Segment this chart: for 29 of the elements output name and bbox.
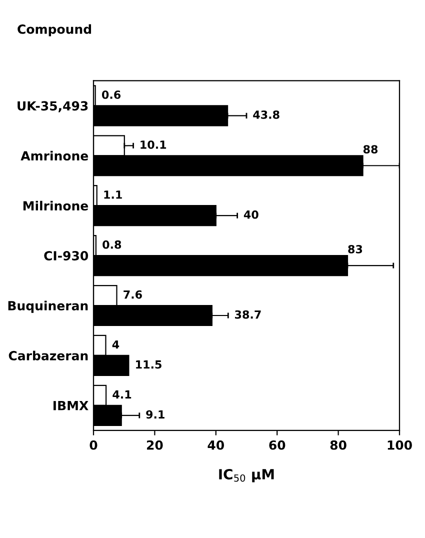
data-label: 7.6	[124, 290, 142, 299]
data-label: 40	[244, 210, 258, 219]
x-tick-label: 20	[146, 440, 163, 450]
data-label: 4	[112, 340, 120, 349]
data-label: 0.8	[102, 240, 122, 249]
y-tick-label: UK-35,493	[18, 101, 88, 112]
data-label: 9.1	[146, 410, 164, 419]
y-tick-label: Amrinone	[20, 150, 88, 161]
data-label: 0.6	[102, 90, 121, 99]
data-label: 83	[348, 244, 362, 254]
x-tick-label: 100	[388, 440, 412, 450]
x-tick-label: 60	[269, 440, 286, 450]
data-label: 38.7	[235, 310, 261, 319]
data-label: 43.8	[253, 110, 280, 119]
y-tick-label: Buquineran	[8, 300, 88, 313]
data-label: 11.5	[136, 360, 162, 369]
data-label: 88	[363, 145, 378, 154]
data-label: 10.1	[140, 140, 166, 149]
x-tick-label: 40	[208, 440, 224, 450]
chart-title: Compound	[18, 24, 92, 36]
x-tick-label: 80	[330, 440, 346, 450]
y-tick-label: Carbazeran	[8, 350, 88, 360]
x-axis-title: IC$_{50}$ μM	[219, 468, 274, 482]
y-tick-label: IBMX	[54, 401, 88, 410]
data-label: 1.1	[104, 190, 122, 199]
x-tick-label: 0	[90, 440, 98, 450]
y-tick-label: Milrinone	[23, 200, 88, 211]
data-label: 4.1	[112, 390, 132, 398]
y-tick-label: CI-930	[44, 251, 88, 260]
